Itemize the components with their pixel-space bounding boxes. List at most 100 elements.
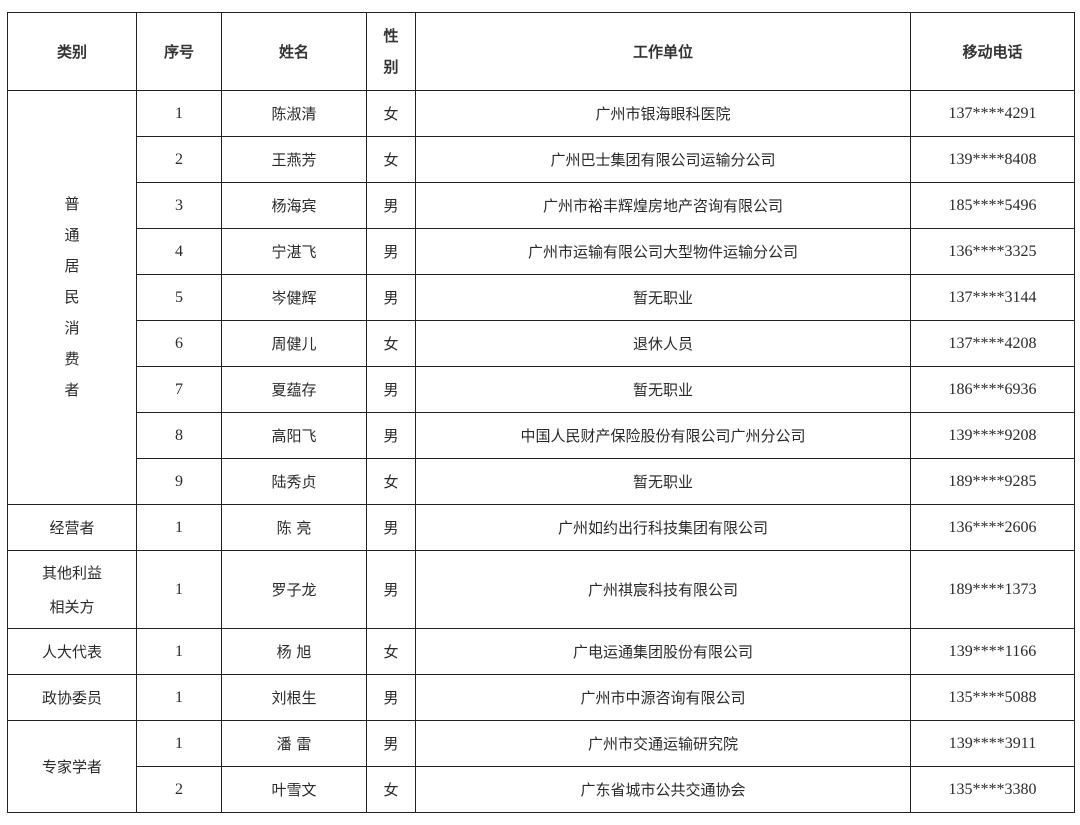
employer-cell: 广州市中源咨询有限公司 [415, 674, 911, 721]
index-cell: 2 [136, 766, 222, 813]
category-label: 经营者 [49, 518, 95, 537]
name-cell: 陈淑清 [221, 90, 367, 137]
index-cell: 6 [136, 320, 222, 367]
phone-cell: 135****5088 [910, 674, 1075, 721]
phone-cell: 186****6936 [910, 366, 1075, 413]
table-row: 人大代表 1 杨 旭女广电运通集团股份有限公司 139****1166 [7, 628, 1075, 675]
employer-cell: 暂无职业 [415, 366, 911, 413]
category-cell: 人大代表 [7, 628, 137, 675]
gender-cell: 女 [366, 628, 416, 675]
gender-cell: 男 [366, 504, 416, 551]
name-cell: 王燕芳 [221, 136, 367, 183]
gender-cell: 男 [366, 366, 416, 413]
employer-cell: 广州市裕丰辉煌房地产咨询有限公司 [415, 182, 911, 229]
index-cell: 3 [136, 182, 222, 229]
gender-cell: 男 [366, 550, 416, 629]
index-cell: 1 [136, 628, 222, 675]
member-table: 类别 序号 姓名 性别 工作单位 移动电话 普通居民消费者 1 陈淑清女广州市银海眼… [7, 12, 1075, 813]
employer-cell: 退休人员 [415, 320, 911, 367]
index-cell: 1 [136, 674, 222, 721]
category-cell: 经营者 [7, 504, 137, 551]
gender-cell: 女 [366, 136, 416, 183]
category-cell: 专家学者 [7, 720, 137, 813]
phone-cell: 189****9285 [910, 458, 1075, 505]
name-cell: 罗子龙 [221, 550, 367, 629]
gender-cell: 男 [366, 674, 416, 721]
header-category: 类别 [7, 12, 137, 91]
gender-cell: 女 [366, 90, 416, 137]
phone-cell: 139****1166 [910, 628, 1075, 675]
name-cell: 夏蕴存 [221, 366, 367, 413]
table-row: 6 周健儿女退休人员 137****4208 [8, 320, 1075, 367]
header-employer: 工作单位 [415, 12, 911, 91]
table-row: 7 夏蕴存男暂无职业 186****6936 [8, 366, 1075, 413]
name-cell: 杨海宾 [221, 182, 367, 229]
name-cell: 高阳飞 [221, 412, 367, 459]
category-label: 专家学者 [41, 757, 102, 776]
name-cell: 刘根生 [221, 674, 367, 721]
gender-cell: 男 [366, 720, 416, 767]
employer-cell: 广州巴士集团有限公司运输分公司 [415, 136, 911, 183]
category-label: 人大代表 [41, 642, 102, 661]
name-cell: 陆秀贞 [221, 458, 367, 505]
index-cell: 2 [136, 136, 222, 183]
name-cell: 宁湛飞 [221, 228, 367, 275]
employer-cell: 广东省城市公共交通协会 [415, 766, 911, 813]
phone-cell: 137****4208 [910, 320, 1075, 367]
employer-cell: 广州市运输有限公司大型物件运输分公司 [415, 228, 911, 275]
table-row: 2 王燕芳女广州巴士集团有限公司运输分公司 139****8408 [8, 136, 1075, 183]
gender-cell: 男 [366, 274, 416, 321]
table-row: 8 高阳飞男中国人民财产保险股份有限公司广州分公司 139****9208 [8, 412, 1075, 459]
index-cell: 1 [136, 550, 222, 629]
category-label: 普通居民消费者 [64, 195, 80, 399]
employer-cell: 广州如约出行科技集团有限公司 [415, 504, 911, 551]
employer-cell: 广州市银海眼科医院 [415, 90, 911, 137]
index-cell: 7 [136, 366, 222, 413]
gender-cell: 女 [366, 766, 416, 813]
index-cell: 9 [136, 458, 222, 505]
table-row: 政协委员 1 刘根生男广州市中源咨询有限公司 135****5088 [7, 674, 1075, 721]
employer-cell: 广州市交通运输研究院 [415, 720, 911, 767]
category-cell: 普通居民消费者 [7, 90, 137, 505]
table-row: 4 宁湛飞男广州市运输有限公司大型物件运输分公司 136****3325 [8, 228, 1075, 275]
header-gender-text: 性别 [383, 26, 399, 76]
index-cell: 5 [136, 274, 222, 321]
gender-cell: 女 [366, 320, 416, 367]
phone-cell: 185****5496 [910, 182, 1075, 229]
category-cell: 其他利益相关方 [7, 550, 137, 629]
phone-cell: 137****4291 [910, 90, 1075, 137]
category-cell: 政协委员 [7, 674, 137, 721]
gender-cell: 女 [366, 458, 416, 505]
gender-cell: 男 [366, 182, 416, 229]
header-gender: 性别 [366, 12, 416, 91]
name-cell: 陈 亮 [221, 504, 367, 551]
phone-cell: 136****2606 [910, 504, 1075, 551]
name-cell: 周健儿 [221, 320, 367, 367]
phone-cell: 139****3911 [910, 720, 1075, 767]
table-row: 2 叶雪文女广东省城市公共交通协会 135****3380 [8, 766, 1075, 813]
table-row: 经营者 1 陈 亮男广州如约出行科技集团有限公司 136****2606 [7, 504, 1075, 551]
table-row: 普通居民消费者 1 陈淑清女广州市银海眼科医院 137****4291 [7, 90, 1075, 505]
table-row: 专家学者 1 潘 雷男广州市交通运输研究院 139****3911 [7, 720, 1075, 813]
employer-cell: 中国人民财产保险股份有限公司广州分公司 [415, 412, 911, 459]
phone-cell: 135****3380 [910, 766, 1075, 813]
table-row: 9 陆秀贞女暂无职业 189****9285 [8, 458, 1075, 505]
phone-cell: 139****8408 [910, 136, 1075, 183]
header-name: 姓名 [221, 12, 367, 91]
index-cell: 1 [136, 720, 222, 767]
index-cell: 4 [136, 228, 222, 275]
name-cell: 岑健辉 [221, 274, 367, 321]
name-cell: 杨 旭 [221, 628, 367, 675]
name-cell: 潘 雷 [221, 720, 367, 767]
table-row: 其他利益相关方 1 罗子龙男广州祺宸科技有限公司 189****1373 [7, 550, 1075, 629]
index-cell: 1 [136, 504, 222, 551]
phone-cell: 137****3144 [910, 274, 1075, 321]
employer-cell: 暂无职业 [415, 274, 911, 321]
employer-cell: 暂无职业 [415, 458, 911, 505]
category-label: 政协委员 [41, 688, 102, 707]
name-cell: 叶雪文 [221, 766, 367, 813]
phone-cell: 139****9208 [910, 412, 1075, 459]
index-cell: 8 [136, 412, 222, 459]
header-index: 序号 [136, 12, 222, 91]
category-label: 其他利益相关方 [42, 563, 103, 616]
